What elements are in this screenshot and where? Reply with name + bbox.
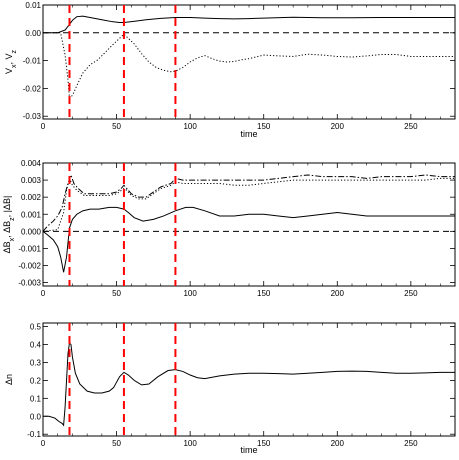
x-tick-label: 50: [112, 439, 121, 448]
series-line-dotted: [43, 32, 455, 100]
y-tick-label: 0.000: [21, 227, 42, 236]
plot-frame-3: [42, 322, 456, 437]
y-tick-label: 0.001: [21, 210, 42, 219]
y-tick-label: -0.02: [23, 84, 42, 93]
x-tick-label: 250: [404, 439, 418, 448]
x-tick-label: 200: [331, 439, 345, 448]
x-tick-label: 100: [183, 289, 197, 298]
x-tick-label: 150: [257, 122, 271, 131]
x-axis-title: time: [240, 445, 257, 455]
x-tick-label: 150: [257, 289, 271, 298]
x-tick-label: 0: [41, 122, 46, 131]
x-tick-label: 0: [41, 439, 46, 448]
series-line-solid: [43, 341, 455, 427]
x-tick-label: 100: [183, 122, 197, 131]
series-line-dashdot: [43, 173, 455, 232]
x-tick-label: 250: [404, 289, 418, 298]
y-tick-label: 0.3: [30, 358, 42, 367]
y-axis-title: Δn: [4, 374, 14, 385]
x-tick-label: 200: [331, 122, 345, 131]
y-tick-label: -0.01: [23, 57, 42, 66]
x-tick-label: 50: [112, 122, 121, 131]
x-tick-label: 200: [331, 289, 345, 298]
y-tick-label: 0.0: [30, 412, 42, 421]
y-tick-label: 0.01: [25, 1, 41, 10]
x-tick-label: 100: [183, 439, 197, 448]
x-axis-title: time: [240, 129, 257, 139]
y-tick-label: 0.004: [21, 159, 42, 168]
x-tick-label: 150: [257, 439, 271, 448]
y-tick-label: -0.002: [18, 262, 41, 271]
y-tick-label: 0.5: [30, 323, 42, 332]
y-tick-label: 0.2: [30, 376, 42, 385]
x-tick-label: 50: [112, 289, 121, 298]
y-tick-label: 0.002: [21, 193, 42, 202]
x-tick-label: 250: [404, 122, 418, 131]
series-line-solid: [43, 206, 455, 273]
series-line-dotted: [43, 176, 455, 232]
plot-frame-2: [42, 162, 456, 287]
y-tick-label: 0.4: [30, 341, 42, 350]
y-tick-label: -0.1: [27, 430, 41, 439]
y-tick-label: 0.1: [30, 394, 42, 403]
y-tick-label: -0.003: [18, 279, 41, 288]
y-axis-title: ΔBx, ΔBz, |ΔB|: [2, 196, 16, 254]
plot-frame-1: [42, 4, 456, 120]
y-tick-label: 0.003: [21, 176, 42, 185]
y-axis-title: Vx, Vz: [4, 49, 18, 74]
series-line-solid: [43, 15, 455, 34]
x-tick-label: 0: [41, 289, 46, 298]
y-tick-label: -0.001: [18, 244, 41, 253]
y-tick-label: -0.03: [23, 112, 42, 121]
y-tick-label: 0.00: [25, 29, 41, 38]
